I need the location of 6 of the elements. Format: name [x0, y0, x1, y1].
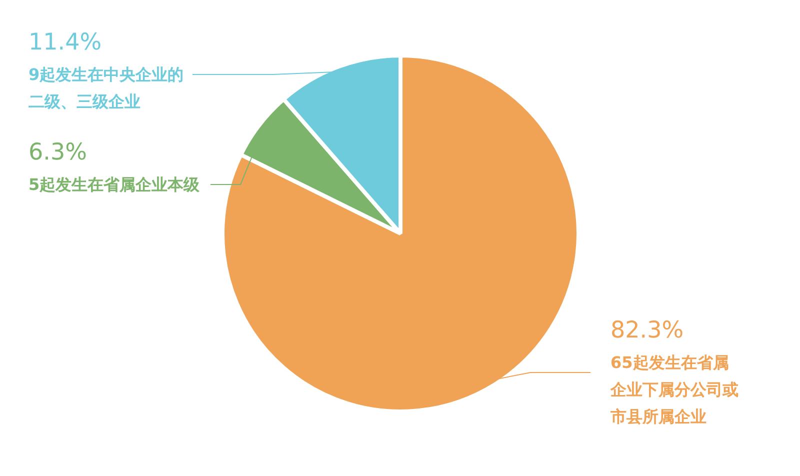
slice-label: 5起发生在省属企业本级 [28, 175, 201, 194]
data-label: 82.3% [610, 318, 684, 344]
data-label: 6.3% [28, 140, 87, 166]
data-label: 11.4% [28, 30, 102, 56]
slice-label: 65起发生在省属企业下属分公司或市县所属企业 [610, 353, 738, 426]
slice-label: 9起发生在中央企业的二级、三级企业 [28, 65, 184, 111]
